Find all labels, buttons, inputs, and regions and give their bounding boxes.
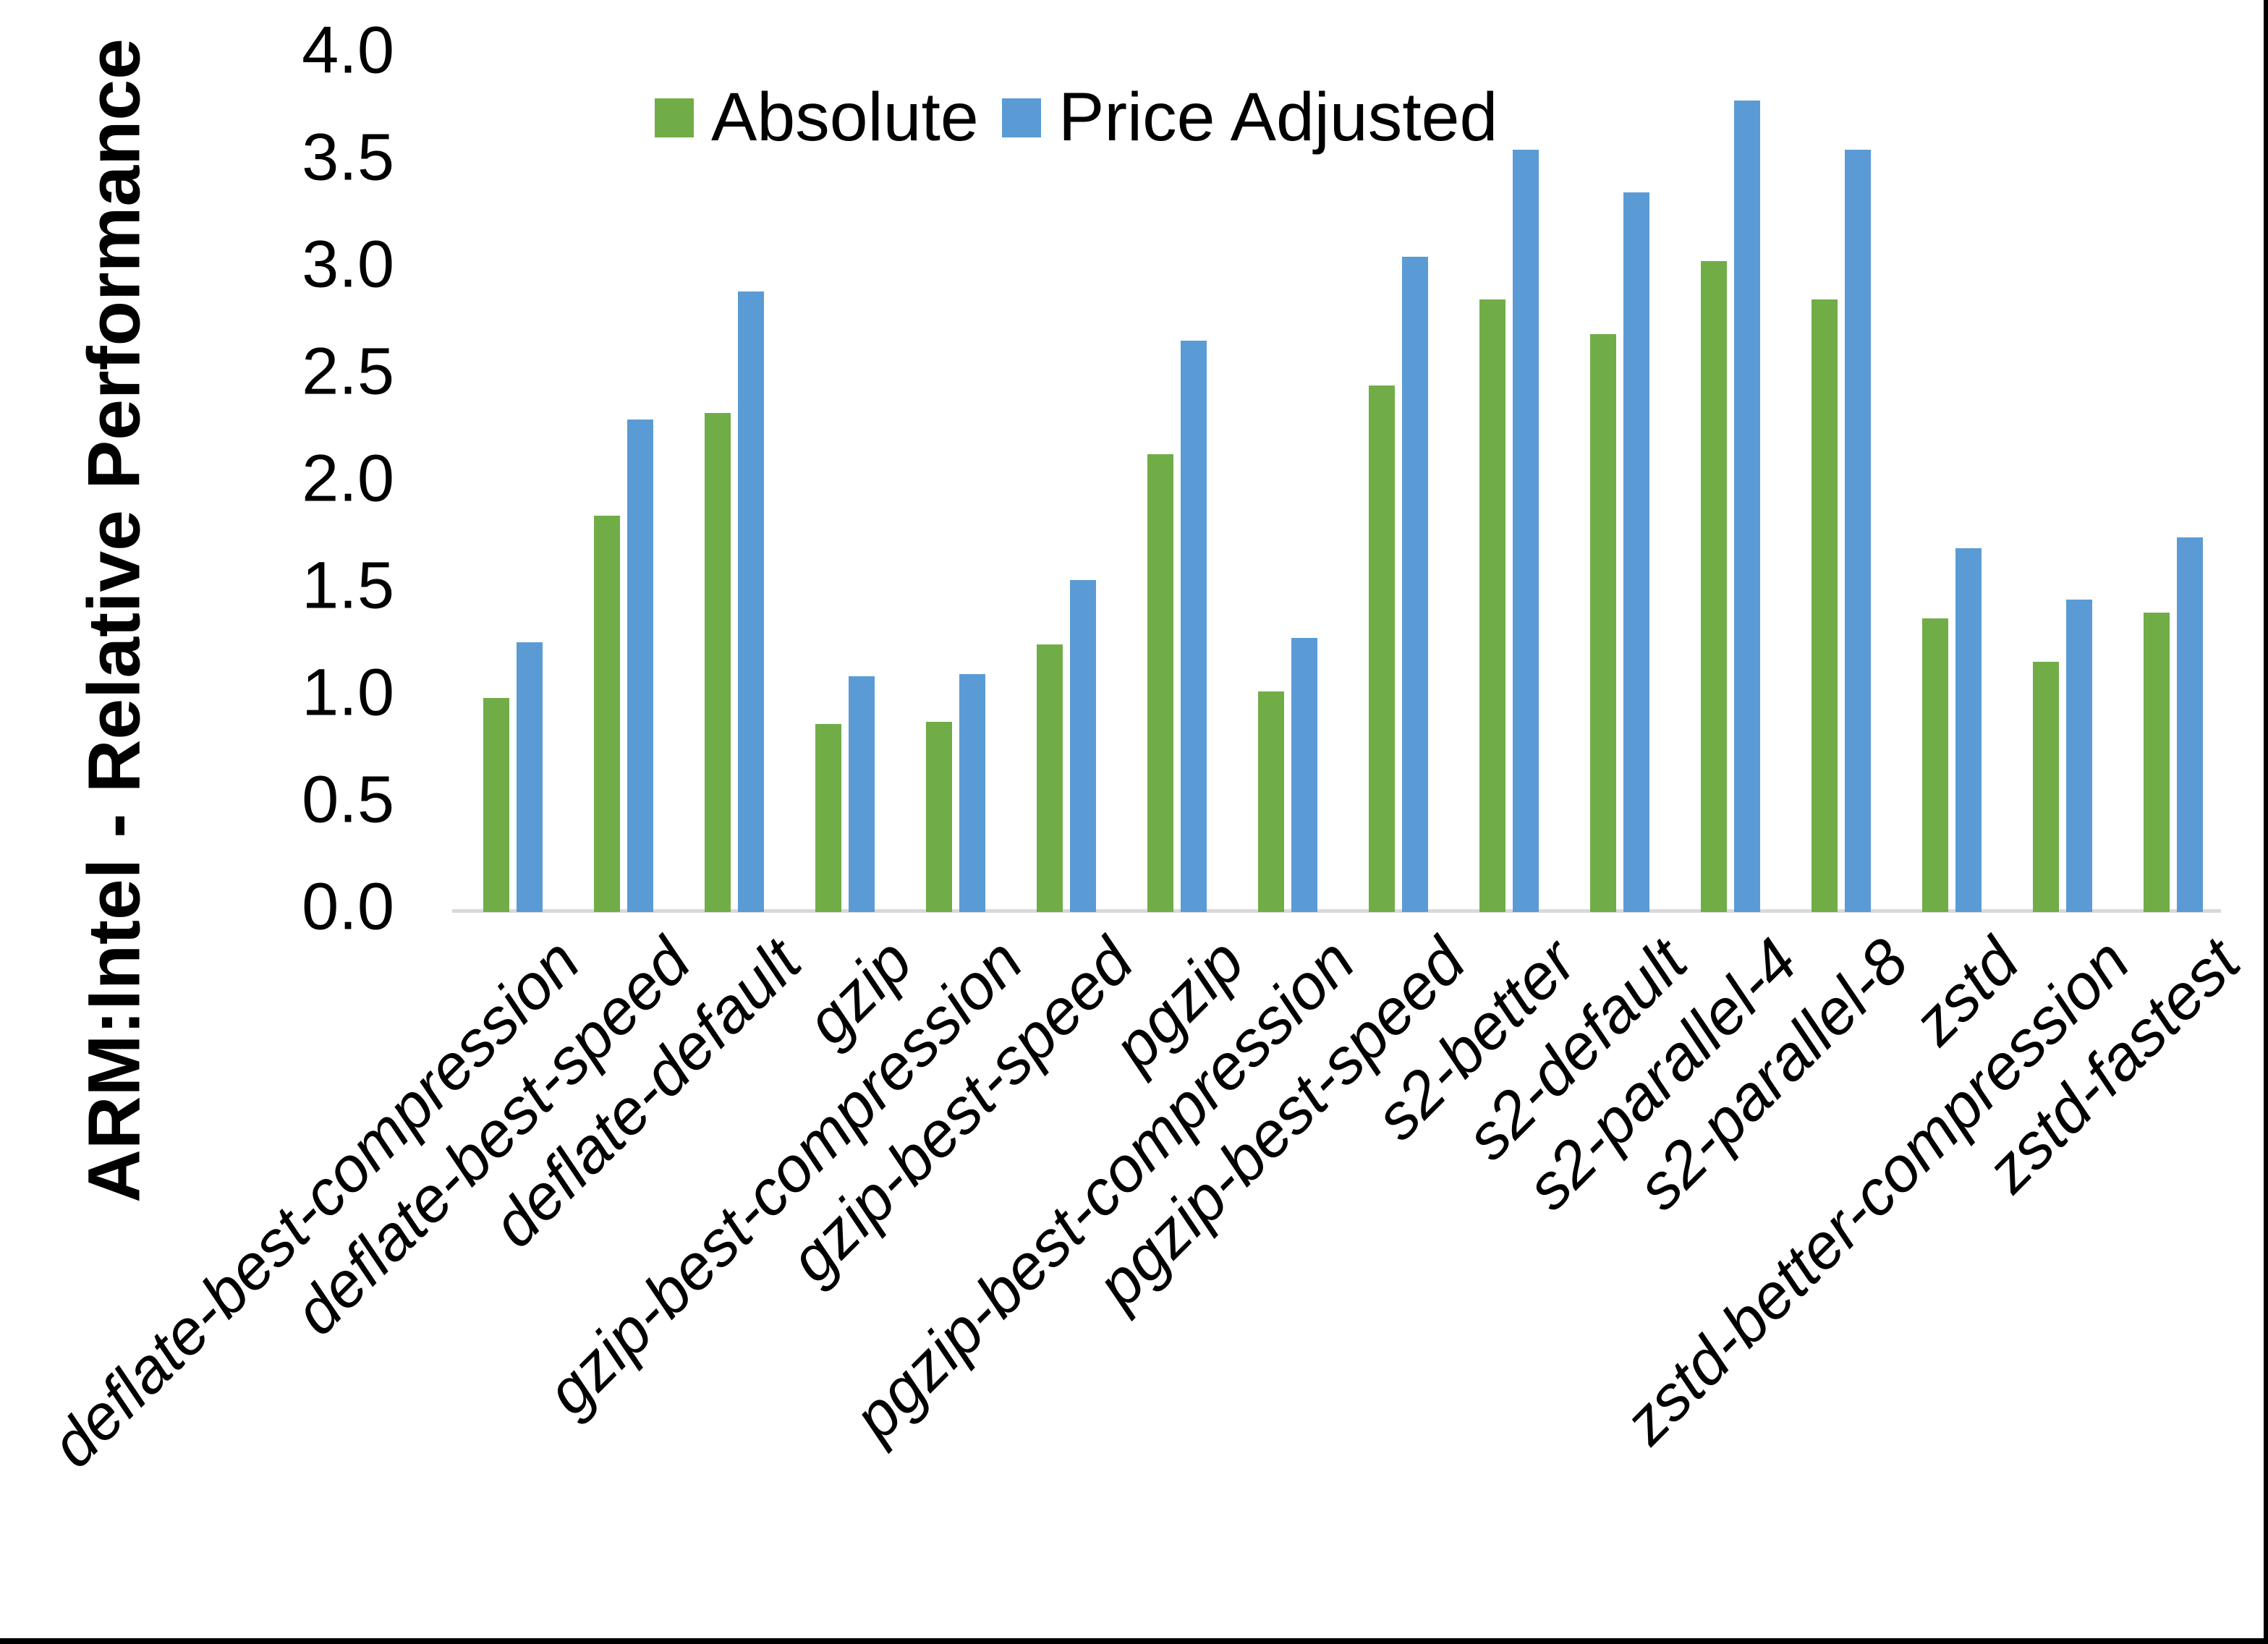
bar-absolute-pgzip-best-speed <box>1369 386 1395 912</box>
y-axis-tick-label: 2.5 <box>302 334 394 409</box>
y-axis-tick-label: 1.0 <box>302 655 394 730</box>
bar-absolute-gzip-best-compression <box>926 722 952 912</box>
y-axis-tick-label: 0.0 <box>302 869 394 944</box>
bar-price-adjusted-zstd <box>1955 548 1982 912</box>
bar-price-adjusted-gzip <box>849 676 875 912</box>
y-axis-tick-label: 2.0 <box>302 441 394 516</box>
bar-absolute-pgzip <box>1147 454 1173 912</box>
y-axis-title: ARM:Intel - Relative Performance <box>72 38 156 1203</box>
bar-price-adjusted-s2-better <box>1513 150 1539 912</box>
bar-absolute-s2-parallel-4 <box>1701 261 1727 912</box>
bar-absolute-s2-better <box>1479 299 1505 912</box>
bar-absolute-zstd-fastest <box>2144 613 2170 912</box>
bar-price-adjusted-gzip-best-speed <box>1070 580 1096 912</box>
y-axis-tick-label: 3.5 <box>302 120 394 195</box>
bar-absolute-deflate-default <box>705 413 731 912</box>
legend-swatch-price-adjusted <box>1002 98 1041 137</box>
y-axis-tick-label: 0.5 <box>302 762 394 837</box>
legend-swatch-absolute <box>655 98 694 137</box>
bar-absolute-gzip <box>815 724 841 912</box>
legend-label-price-adjusted: Price Adjusted <box>1058 79 1498 156</box>
y-axis-tick-label: 3.0 <box>302 227 394 302</box>
bar-price-adjusted-deflate-default <box>738 291 764 912</box>
bar-price-adjusted-s2-default <box>1623 192 1649 912</box>
bar-price-adjusted-deflate-best-speed <box>627 419 653 912</box>
bar-absolute-s2-default <box>1590 334 1616 912</box>
bar-price-adjusted-pgzip <box>1181 341 1207 912</box>
bar-price-adjusted-s2-parallel-4 <box>1734 101 1760 912</box>
bar-price-adjusted-zstd-better-compression <box>2066 600 2092 912</box>
bar-absolute-zstd <box>1922 618 1948 912</box>
bar-absolute-pgzip-best-compression <box>1258 691 1284 912</box>
bar-price-adjusted-deflate-best-compression <box>517 642 543 912</box>
bar-absolute-zstd-better-compression <box>2033 662 2059 912</box>
bar-price-adjusted-s2-parallel-8 <box>1845 150 1871 912</box>
bar-price-adjusted-pgzip-best-compression <box>1291 638 1317 912</box>
legend-label-absolute: Absolute <box>711 79 979 156</box>
screenshot-bottom-border <box>0 1638 2268 1644</box>
y-axis-tick-label: 4.0 <box>302 13 394 88</box>
x-axis-line <box>452 909 2221 913</box>
bar-price-adjusted-zstd-fastest <box>2177 537 2203 912</box>
y-axis-tick-label: 1.5 <box>302 548 394 623</box>
bar-absolute-deflate-best-compression <box>483 698 509 912</box>
bar-absolute-gzip-best-speed <box>1037 644 1063 912</box>
bar-price-adjusted-gzip-best-compression <box>959 674 985 912</box>
bar-absolute-deflate-best-speed <box>594 516 620 912</box>
bar-absolute-s2-parallel-8 <box>1812 299 1838 912</box>
bar-price-adjusted-pgzip-best-speed <box>1402 257 1428 912</box>
screenshot-right-border <box>2264 0 2268 1644</box>
